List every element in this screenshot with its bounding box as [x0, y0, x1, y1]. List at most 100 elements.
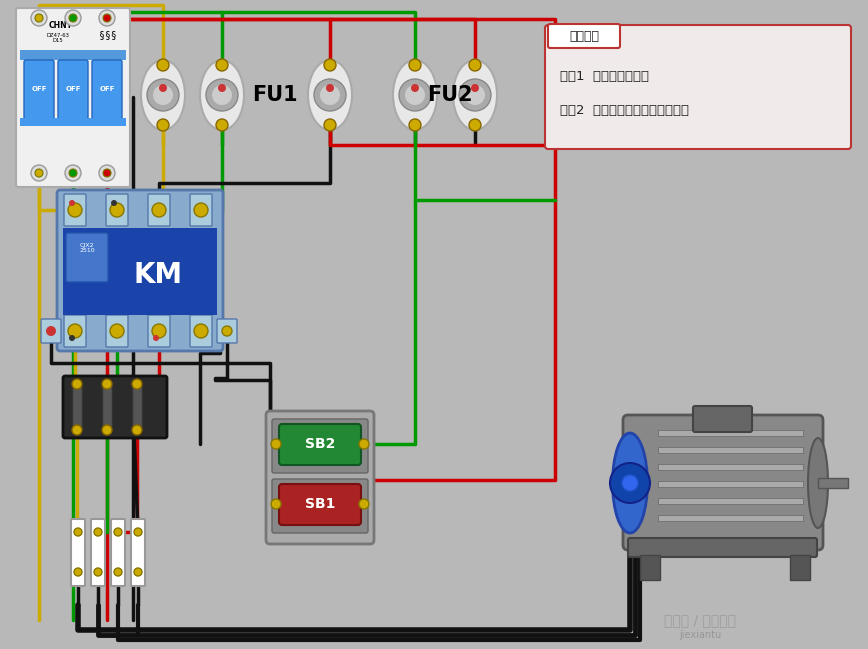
- FancyBboxPatch shape: [148, 194, 170, 226]
- Bar: [658, 464, 803, 470]
- Circle shape: [65, 10, 81, 26]
- Circle shape: [152, 203, 166, 217]
- Circle shape: [65, 165, 81, 181]
- Circle shape: [359, 499, 369, 509]
- Circle shape: [218, 84, 226, 92]
- FancyBboxPatch shape: [693, 406, 752, 432]
- Bar: [72, 386, 82, 428]
- Circle shape: [194, 324, 208, 338]
- Circle shape: [72, 425, 82, 435]
- FancyBboxPatch shape: [148, 315, 170, 347]
- Circle shape: [326, 84, 334, 92]
- Bar: [818, 478, 848, 488]
- Circle shape: [216, 59, 228, 71]
- FancyBboxPatch shape: [545, 25, 851, 149]
- Ellipse shape: [200, 60, 244, 130]
- Ellipse shape: [613, 433, 648, 533]
- Circle shape: [222, 326, 232, 336]
- Circle shape: [320, 85, 340, 105]
- Bar: [640, 555, 660, 580]
- Text: 步骤2  按动按鈕，进行运行操作。: 步骤2 按动按鈕，进行运行操作。: [560, 103, 689, 117]
- Circle shape: [94, 528, 102, 536]
- Circle shape: [314, 79, 346, 111]
- Text: DZ47-63
D15: DZ47-63 D15: [47, 32, 69, 43]
- Text: SB2: SB2: [305, 437, 335, 451]
- Bar: [790, 555, 810, 580]
- FancyBboxPatch shape: [272, 419, 368, 473]
- Circle shape: [405, 85, 425, 105]
- FancyBboxPatch shape: [58, 60, 88, 119]
- FancyBboxPatch shape: [41, 319, 61, 343]
- Circle shape: [69, 335, 75, 341]
- Circle shape: [469, 119, 481, 131]
- Circle shape: [103, 169, 111, 177]
- Circle shape: [102, 379, 112, 389]
- Circle shape: [622, 475, 638, 491]
- Bar: [658, 430, 803, 436]
- Text: jiexiantu: jiexiantu: [679, 630, 721, 640]
- Bar: [658, 481, 803, 487]
- Circle shape: [35, 14, 43, 22]
- FancyBboxPatch shape: [24, 60, 54, 119]
- FancyBboxPatch shape: [63, 376, 167, 438]
- Ellipse shape: [308, 60, 352, 130]
- Circle shape: [471, 84, 479, 92]
- Text: FU2: FU2: [427, 85, 473, 105]
- Circle shape: [74, 568, 82, 576]
- Ellipse shape: [453, 60, 497, 130]
- FancyBboxPatch shape: [279, 424, 361, 465]
- Circle shape: [72, 379, 82, 389]
- Text: §§§: §§§: [99, 30, 117, 40]
- Circle shape: [159, 84, 167, 92]
- Circle shape: [132, 425, 142, 435]
- FancyBboxPatch shape: [190, 194, 212, 226]
- Circle shape: [465, 85, 485, 105]
- FancyBboxPatch shape: [131, 519, 145, 586]
- Bar: [102, 386, 112, 428]
- Circle shape: [469, 59, 481, 71]
- FancyBboxPatch shape: [623, 415, 823, 550]
- Circle shape: [110, 324, 124, 338]
- FancyBboxPatch shape: [628, 538, 817, 557]
- Bar: [132, 386, 142, 428]
- Circle shape: [99, 165, 115, 181]
- Ellipse shape: [808, 438, 828, 528]
- Circle shape: [69, 14, 77, 22]
- Circle shape: [409, 119, 421, 131]
- Text: SB1: SB1: [305, 497, 335, 511]
- Circle shape: [610, 463, 650, 503]
- Circle shape: [68, 203, 82, 217]
- Circle shape: [99, 10, 115, 26]
- FancyBboxPatch shape: [272, 479, 368, 533]
- Circle shape: [212, 85, 232, 105]
- Circle shape: [194, 203, 208, 217]
- Circle shape: [157, 119, 169, 131]
- Text: FU1: FU1: [253, 85, 298, 105]
- Circle shape: [134, 568, 142, 576]
- Text: OFF: OFF: [65, 86, 81, 92]
- Bar: [658, 498, 803, 504]
- Circle shape: [69, 169, 77, 177]
- Circle shape: [68, 324, 82, 338]
- Circle shape: [153, 335, 159, 341]
- Circle shape: [459, 79, 491, 111]
- Circle shape: [324, 119, 336, 131]
- Circle shape: [271, 439, 281, 449]
- FancyBboxPatch shape: [64, 315, 86, 347]
- Bar: [20, 118, 126, 126]
- FancyBboxPatch shape: [266, 411, 374, 544]
- Circle shape: [69, 200, 75, 206]
- Text: OFF: OFF: [31, 86, 47, 92]
- Ellipse shape: [141, 60, 185, 130]
- FancyBboxPatch shape: [111, 519, 125, 586]
- Circle shape: [110, 203, 124, 217]
- Ellipse shape: [393, 60, 437, 130]
- Circle shape: [216, 119, 228, 131]
- FancyBboxPatch shape: [548, 24, 620, 48]
- Circle shape: [206, 79, 238, 111]
- FancyBboxPatch shape: [66, 233, 108, 282]
- FancyBboxPatch shape: [71, 519, 85, 586]
- Circle shape: [103, 14, 111, 22]
- Circle shape: [46, 326, 56, 336]
- FancyBboxPatch shape: [106, 315, 128, 347]
